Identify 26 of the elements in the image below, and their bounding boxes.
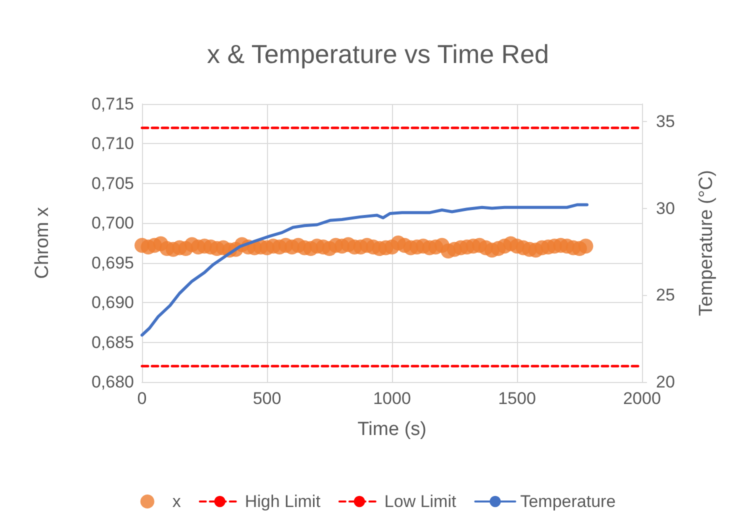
legend-label: Temperature (520, 492, 616, 511)
y-tick-label: 0,710 (91, 134, 134, 154)
legend-label: x (172, 492, 182, 511)
x-tick-label: 500 (252, 389, 282, 408)
y2-tick-label: 20 (656, 372, 675, 392)
y-tick-label: 0,695 (91, 253, 134, 272)
line-series (140, 203, 588, 337)
x-axis-title: Time (s) (358, 419, 426, 440)
y-tick-label: 0,715 (91, 94, 134, 114)
y-tick-label: 0,685 (91, 332, 134, 352)
y-tick-label: 0,700 (91, 214, 134, 233)
y2-axis-title: Temperature (°C) (696, 170, 717, 316)
x-tick-label: 1500 (498, 389, 536, 408)
x-tick-label: 1000 (373, 389, 411, 408)
y-tick-label: 0,680 (91, 372, 134, 392)
y2-tick-label: 30 (656, 198, 675, 218)
chart-title: x & Temperature vs Time Red (207, 39, 549, 69)
y-tick-label: 0,705 (91, 174, 134, 193)
y-tick-label: 0,690 (91, 293, 134, 312)
y2-tick-label: 35 (656, 112, 675, 131)
x-tick-label: 2000 (623, 389, 661, 408)
x-tick-label: 0 (137, 389, 147, 408)
y-axis-title: Chrom x (32, 206, 53, 279)
legend-label: Low Limit (384, 492, 456, 511)
legend-label: High Limit (244, 492, 321, 511)
y2-tick-label: 25 (656, 286, 675, 305)
